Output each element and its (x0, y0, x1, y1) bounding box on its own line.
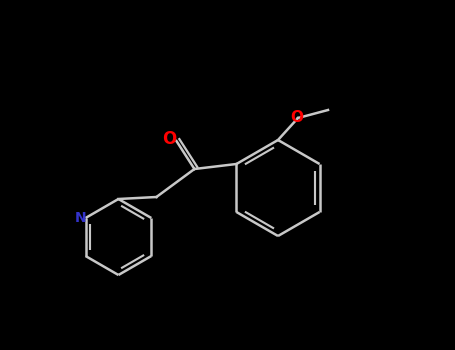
Text: N: N (75, 211, 86, 225)
Text: O: O (162, 130, 177, 148)
Text: O: O (290, 110, 303, 125)
